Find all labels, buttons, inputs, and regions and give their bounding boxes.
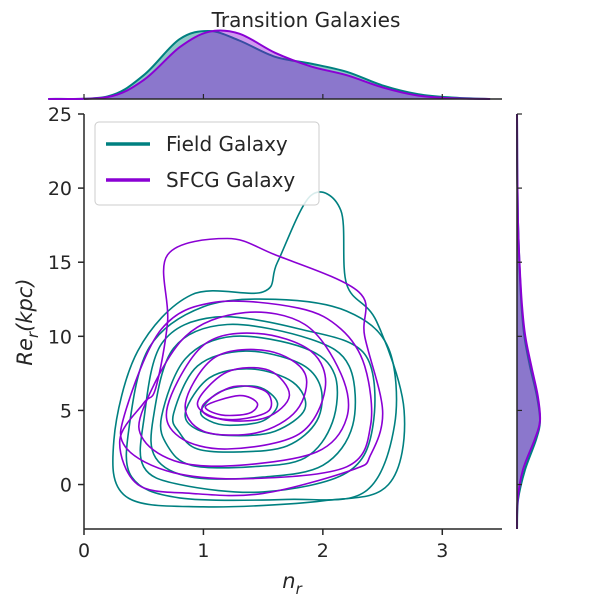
contour-field-galaxy-2	[139, 315, 376, 494]
contour-sfcg-galaxy-0	[118, 237, 384, 497]
y-tick-label-25: 25	[48, 104, 72, 126]
y-axis-label: Rer(kpc)	[13, 278, 42, 365]
x-tick-label-1: 1	[197, 540, 209, 562]
contour-field-galaxy-4	[159, 335, 339, 469]
contour-field-galaxy-5	[171, 350, 323, 453]
right-marginal-fill-field-galaxy	[517, 114, 541, 529]
right-marginal-plot	[516, 113, 542, 530]
y-tick-label-10: 10	[48, 326, 72, 348]
top-marginal-plot	[48, 29, 491, 101]
contour-sfcg-galaxy-4	[184, 348, 308, 436]
contour-sfcg-galaxy-7	[204, 394, 259, 417]
contour-sfcg-galaxy-6	[201, 385, 273, 421]
contour-field-galaxy-3	[150, 323, 357, 480]
chart-title: Transition Galaxies	[211, 8, 401, 32]
top-marginal-line-field-galaxy	[48, 29, 491, 100]
x-axis-label: nr	[282, 569, 302, 598]
legend-label-field-galaxy: Field Galaxy	[166, 132, 288, 156]
y-tick-label-0: 0	[60, 475, 72, 497]
contour-field-galaxy-1	[125, 298, 398, 502]
main-plot-area	[112, 191, 406, 508]
y-tick-label-5: 5	[60, 400, 72, 422]
axes: 0 1 2 3 0 5 10 15 20 25	[48, 94, 522, 562]
legend-box	[94, 121, 320, 206]
x-tick-label-2: 2	[317, 540, 329, 562]
right-marginal-fill-sfcg-galaxy	[517, 114, 541, 529]
y-tick-label-15: 15	[48, 252, 72, 274]
contour-sfcg-galaxy-5	[196, 366, 291, 422]
legend-label-sfcg-galaxy: SFCG Galaxy	[166, 168, 295, 192]
contour-sfcg-galaxy-1	[119, 300, 373, 480]
top-marginal-fill-sfcg-galaxy	[48, 30, 491, 100]
contour-sfcg-galaxy-3	[165, 332, 327, 450]
legend: Field Galaxy SFCG Galaxy	[94, 121, 320, 206]
top-marginal-line-sfcg-galaxy	[48, 29, 491, 101]
x-tick-label-3: 3	[436, 540, 448, 562]
contour-field-galaxy-0	[112, 191, 406, 508]
top-marginal-fill-field-galaxy	[48, 30, 491, 100]
x-tick-label-0: 0	[78, 540, 90, 562]
y-tick-label-20: 20	[48, 178, 72, 200]
contour-sfcg-galaxy-2	[138, 311, 350, 468]
